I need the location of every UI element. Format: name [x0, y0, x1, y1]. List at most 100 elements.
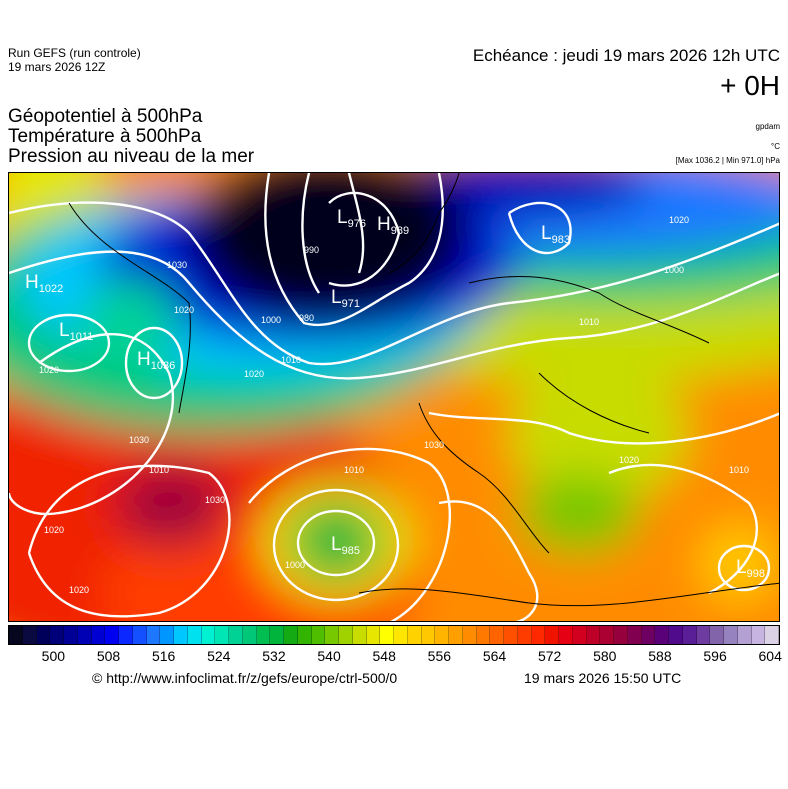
colorbar-label: 508: [96, 648, 121, 664]
colorbar-label: 588: [648, 648, 672, 664]
colorbar-swatch: [655, 626, 669, 644]
colorbar-label: 540: [317, 648, 341, 664]
colorbar-swatch: [586, 626, 601, 644]
colorbar-swatch: [490, 626, 504, 644]
colorbar-swatch: [504, 626, 518, 644]
title-temperature: Température à 500hPa: [8, 126, 202, 147]
colorbar-label: 596: [703, 648, 727, 664]
colorbar-swatch: [435, 626, 449, 644]
colorbar-label: 516: [151, 648, 176, 664]
isobar-label: 1020: [619, 455, 639, 465]
colorbar-swatch: [600, 626, 614, 644]
colorbar-swatch: [9, 626, 23, 644]
colorbar-swatch: [751, 626, 766, 644]
unit-celsius: °C: [771, 142, 780, 151]
colorbar-swatch: [572, 626, 587, 644]
isobar-label: 980: [299, 313, 314, 323]
isobar-label: 1030: [424, 440, 444, 450]
colorbar-label: 604: [758, 648, 782, 664]
colorbar-swatch: [22, 626, 37, 644]
colorbar-swatch: [352, 626, 367, 644]
colorbar-swatch: [325, 626, 339, 644]
colorbar-swatch: [36, 626, 51, 644]
run-name: Run GEFS (run controle): [8, 46, 141, 60]
colorbar-swatch: [724, 626, 738, 644]
generated-time: 19 mars 2026 15:50 UTC: [524, 670, 682, 686]
run-info: Run GEFS (run controle) 19 mars 2026 12Z: [8, 46, 141, 74]
colorbar-swatch: [50, 626, 64, 644]
colorbar-label: 500: [41, 648, 66, 664]
colorbar-swatch: [462, 626, 477, 644]
colorbar-swatch: [242, 626, 257, 644]
colorbar-swatch: [146, 626, 161, 644]
colorbar-swatch: [641, 626, 656, 644]
colorbar-label: 572: [537, 648, 562, 664]
isobar-label: 1020: [244, 369, 264, 379]
colorbar-swatch: [339, 626, 353, 644]
colorbar-swatch: [91, 626, 106, 644]
geopotential-field: [9, 173, 779, 621]
colorbar-swatch: [517, 626, 532, 644]
isobar-label: 1020: [69, 585, 89, 595]
colorbar-label: 580: [593, 648, 617, 664]
colorbar-swatch: [174, 626, 188, 644]
isobar-label: 1010: [281, 355, 301, 365]
colorbar-swatch: [64, 626, 78, 644]
isobar-label: 1030: [167, 260, 187, 270]
colorbar-swatch: [531, 626, 546, 644]
colorbar-swatch: [366, 626, 381, 644]
colorbar-swatch: [201, 626, 216, 644]
isobar-label: 1010: [344, 465, 364, 475]
colorbar-swatch: [119, 626, 133, 644]
colorbar: [8, 625, 780, 645]
isobar-label: 1010: [149, 465, 169, 475]
isobar-label: 990: [304, 245, 319, 255]
colorbar-swatch: [696, 626, 711, 644]
isobar-labels: 1020 1030 1020 1020 990 980 1000 1010 1020 1030 10…: [39, 215, 749, 595]
title-pressure: Pression au niveau de la mer: [8, 146, 255, 167]
colorbar-swatch: [614, 626, 628, 644]
run-date: 19 mars 2026 12Z: [8, 60, 106, 74]
isobars: [9, 173, 779, 621]
colorbar-swatch: [215, 626, 229, 644]
colorbar-swatch: [256, 626, 271, 644]
isobar-label: 1000: [664, 265, 684, 275]
isobar-label: 1030: [129, 435, 149, 445]
colorbar-swatch: [311, 626, 326, 644]
colorbar-swatch: [229, 626, 243, 644]
isobar-label: 1020: [39, 365, 59, 375]
colorbar-swatch: [160, 626, 174, 644]
valid-time: Echéance : jeudi 19 mars 2026 12h UTC: [472, 46, 780, 65]
source-url[interactable]: © http://www.infoclimat.fr/z/gefs/europe…: [92, 670, 398, 686]
colorbar-swatch: [132, 626, 147, 644]
colorbar-swatch: [187, 626, 202, 644]
unit-pressure: [Max 1036.2 | Min 971.0] hPa: [675, 156, 780, 165]
colorbar-swatch: [380, 626, 394, 644]
isobar-label: 1010: [729, 465, 749, 475]
colorbar-label: 532: [262, 648, 286, 664]
colorbar-swatch: [77, 626, 92, 644]
colorbar-swatch: [421, 626, 436, 644]
title-geopotential: Géopotentiel à 500hPa: [8, 106, 203, 127]
colorbar-label: 556: [427, 648, 452, 664]
colorbar-swatch: [284, 626, 298, 644]
colorbar-swatch: [765, 626, 779, 644]
colorbar-swatch: [476, 626, 491, 644]
colorbar-label: 524: [207, 648, 231, 664]
colorbar-swatch: [627, 626, 642, 644]
colorbar-swatch: [669, 626, 683, 644]
isobar-label: 1020: [669, 215, 689, 225]
isobar-label: 1000: [261, 315, 281, 325]
colorbar-label: 548: [372, 648, 396, 664]
colorbar-swatch: [449, 626, 463, 644]
isobar-label: 1000: [285, 560, 305, 570]
colorbar-label: 564: [482, 648, 507, 664]
colorbar-swatch: [545, 626, 559, 644]
colorbar-swatch: [710, 626, 724, 644]
map: H1022 L1011 H1036 L976 H989 L971 L983 L985 L998 …: [8, 172, 780, 622]
isobar-label: 1030: [205, 495, 225, 505]
colorbar-swatch: [105, 626, 119, 644]
colorbar-swatch: [559, 626, 573, 644]
colorbar-swatch: [394, 626, 408, 644]
